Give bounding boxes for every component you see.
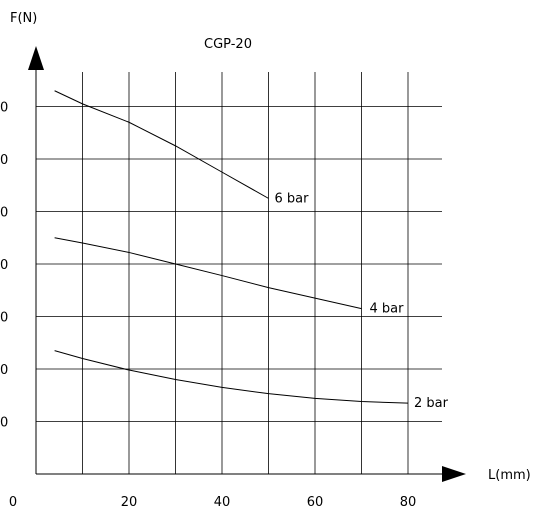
y-tick-label: 0 — [0, 363, 8, 378]
y-tick-label: 0 — [0, 311, 8, 326]
series-line — [54, 350, 409, 404]
series-labels: 6 bar 4 bar 2 bar — [275, 191, 449, 411]
series-line — [54, 237, 362, 310]
series-label: 2 bar — [414, 396, 449, 411]
series-label: 4 bar — [370, 302, 405, 317]
x-axis-label: L(mm) — [488, 468, 531, 483]
series-line — [54, 90, 269, 199]
tick-labels: 0 20 40 60 80 0 0 0 0 0 0 0 — [0, 101, 416, 511]
y-tick-label: 0 — [0, 153, 8, 168]
y-axis-arrow-icon — [28, 46, 44, 70]
x-tick-label: 0 — [9, 495, 17, 510]
x-tick-label: 40 — [214, 495, 231, 510]
y-tick-label: 0 — [0, 101, 8, 116]
y-tick-label: 0 — [0, 416, 8, 431]
y-axis-label: F(N) — [10, 11, 37, 26]
x-axis-arrow-icon — [442, 466, 466, 482]
axes — [28, 46, 466, 482]
x-tick-label: 80 — [400, 495, 417, 510]
grid — [36, 72, 442, 474]
x-tick-label: 20 — [121, 495, 138, 510]
x-tick-label: 60 — [307, 495, 324, 510]
series-lines — [54, 90, 409, 404]
chart-title: CGP-20 — [204, 37, 252, 52]
y-tick-label: 0 — [0, 258, 8, 273]
series-label: 6 bar — [275, 191, 310, 206]
y-tick-label: 0 — [0, 206, 8, 221]
